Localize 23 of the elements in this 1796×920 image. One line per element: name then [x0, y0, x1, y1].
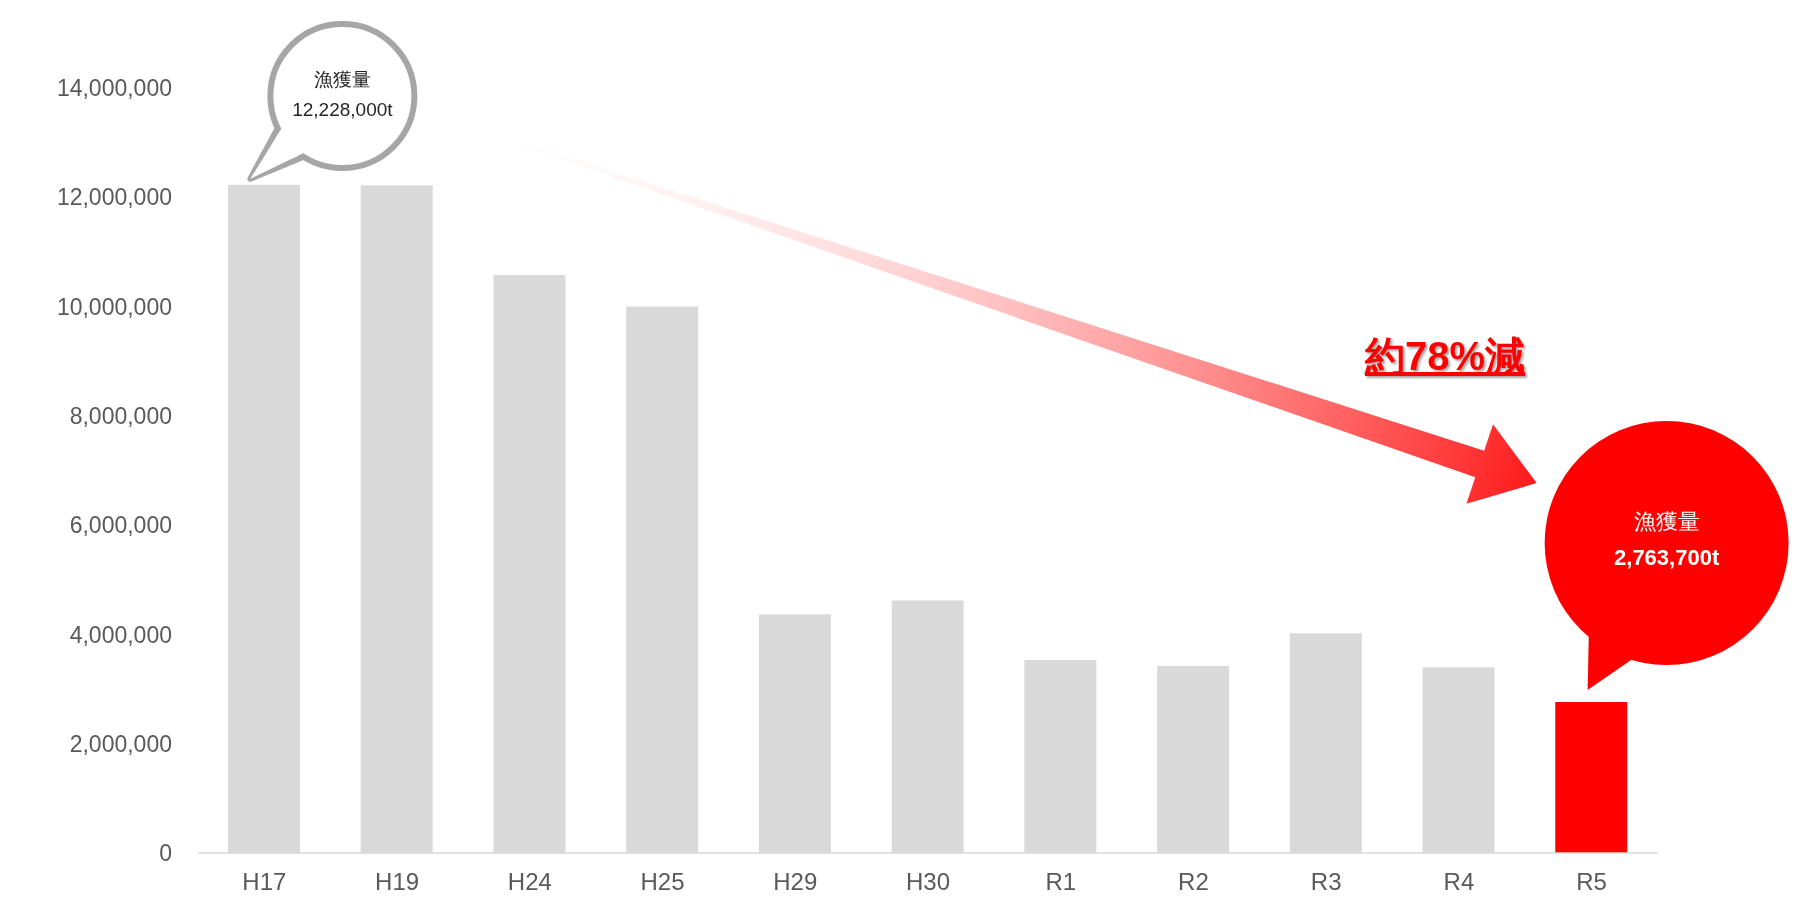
y-tick-label: 6,000,000	[69, 512, 172, 539]
x-tick-label: R2	[1178, 868, 1209, 896]
annotation: 漁獲量 2,763,700t	[1614, 509, 1720, 570]
y-tick-label: 0	[159, 840, 172, 867]
x-tick-label: H29	[773, 868, 818, 896]
x-tick-label: H25	[640, 868, 685, 896]
x-tick-label: R1	[1045, 868, 1077, 896]
y-tick-label: 8,000,000	[69, 403, 172, 430]
bar	[1555, 701, 1628, 853]
x-tick-label: R4	[1443, 868, 1475, 896]
x-tick-label: H19	[375, 868, 420, 896]
y-tick-label: 4,000,000	[69, 621, 172, 648]
y-tick-label: 10,000,000	[56, 293, 172, 320]
annotation: 漁獲量 12,228,000t	[292, 69, 394, 120]
x-tick-label: R3	[1310, 868, 1342, 896]
x-tick-label: H17	[242, 868, 287, 896]
x-tick-label: H24	[507, 868, 552, 896]
y-tick-label: 14,000,000	[56, 75, 172, 102]
annotation: 約78%減	[1363, 334, 1526, 378]
y-tick-label: 12,000,000	[56, 184, 172, 211]
x-tick-label: H30	[905, 868, 951, 896]
y-tick-label: 2,000,000	[69, 730, 172, 757]
x-tick-label: R5	[1576, 868, 1607, 896]
